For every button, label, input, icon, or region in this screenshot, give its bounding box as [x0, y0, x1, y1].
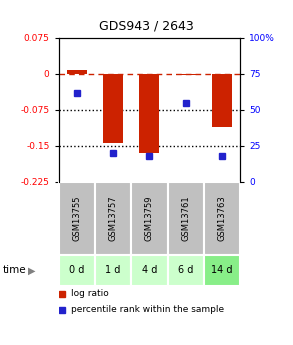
Bar	[59, 181, 95, 255]
Bar	[204, 181, 240, 255]
Text: 14 d: 14 d	[211, 265, 233, 275]
Bar	[168, 181, 204, 255]
Text: GDS943 / 2643: GDS943 / 2643	[99, 19, 194, 32]
Bar	[103, 74, 123, 143]
Text: time: time	[3, 265, 27, 275]
Text: GSM13757: GSM13757	[109, 195, 117, 241]
Bar	[67, 70, 87, 74]
Text: 4 d: 4 d	[142, 265, 157, 275]
Text: percentile rank within the sample: percentile rank within the sample	[71, 305, 224, 314]
Bar	[168, 255, 204, 286]
Text: ▶: ▶	[28, 265, 35, 275]
Bar	[204, 255, 240, 286]
Bar	[176, 74, 196, 75]
Bar	[139, 74, 159, 153]
Text: GSM13755: GSM13755	[72, 195, 81, 241]
Bar	[95, 181, 131, 255]
Text: GSM13763: GSM13763	[218, 195, 226, 241]
Text: log ratio: log ratio	[71, 289, 109, 298]
Text: GSM13761: GSM13761	[181, 195, 190, 241]
Bar	[131, 255, 168, 286]
Bar	[212, 74, 232, 128]
Text: GSM13759: GSM13759	[145, 195, 154, 241]
Bar	[59, 255, 95, 286]
Bar	[131, 181, 168, 255]
Text: 0 d: 0 d	[69, 265, 84, 275]
Text: 6 d: 6 d	[178, 265, 193, 275]
Bar	[95, 255, 131, 286]
Text: 1 d: 1 d	[105, 265, 121, 275]
